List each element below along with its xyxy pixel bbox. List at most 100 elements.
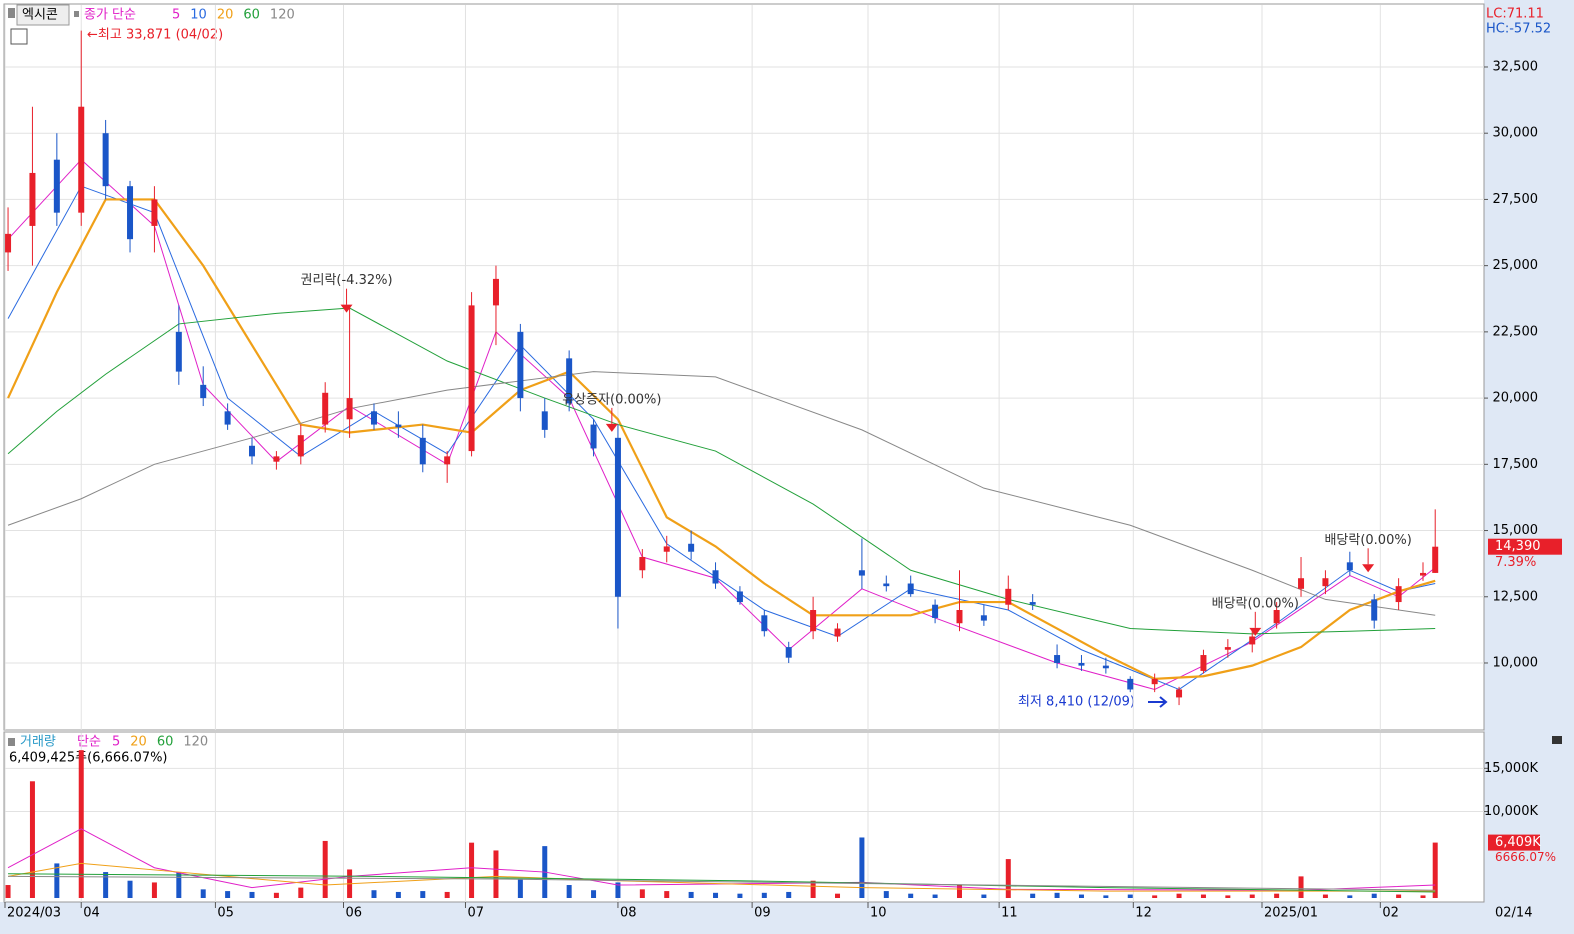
volume-bar — [1200, 894, 1206, 898]
candle-body — [785, 647, 792, 658]
legend-entry: 5 — [112, 735, 120, 750]
volume-bar — [298, 887, 304, 898]
candle-body — [1200, 655, 1207, 671]
candle-body — [834, 628, 841, 637]
volume-bar — [688, 891, 694, 898]
volume-bar — [1152, 895, 1158, 898]
candle-body — [468, 305, 475, 452]
candle-body — [249, 445, 256, 457]
volume-bar — [1396, 894, 1402, 898]
volume-bar — [835, 893, 841, 898]
volume-bar — [1432, 842, 1438, 898]
volume-change-label: 6666.07% — [1495, 850, 1556, 864]
ma-line — [7, 198, 1436, 680]
annotation-arrow — [1362, 564, 1375, 573]
volume-bar — [1371, 893, 1377, 898]
last-date: 02/14 — [1495, 906, 1532, 921]
x-axis-bg — [0, 902, 1574, 934]
volume-bar — [29, 781, 35, 898]
y-tick-label: 27,500 — [1493, 192, 1539, 207]
candle-body — [444, 456, 451, 465]
volume-ma-label: 단순 — [77, 735, 101, 750]
x-tick-label: 07 — [467, 906, 484, 921]
candle-body — [273, 456, 280, 462]
volume-bar — [151, 882, 157, 898]
ma-line — [7, 307, 1436, 635]
annotation-label: 유상증자(0.00%) — [562, 392, 661, 407]
candle-body — [614, 437, 621, 597]
high-label: ←최고 33,871 (04/02) — [87, 28, 223, 43]
volume-bar — [1078, 894, 1084, 898]
x-tick-label: 04 — [83, 906, 100, 921]
volume-bar — [1176, 893, 1182, 898]
volume-bar — [1005, 859, 1011, 898]
volume-title: 거래량 — [20, 735, 56, 750]
candle-body — [1078, 662, 1085, 666]
candle-body — [224, 411, 231, 425]
y-tick-label: 12,500 — [1493, 589, 1539, 604]
right-axis-bg — [1484, 0, 1574, 934]
annotation-arrow — [605, 423, 618, 432]
x-tick-label: 2024/03 — [7, 906, 61, 921]
candle-body — [1005, 588, 1012, 605]
stock-title: 엑시콘 — [22, 8, 58, 23]
x-tick-label: 02 — [1382, 906, 1399, 921]
candle-body — [297, 435, 304, 457]
volume-bar — [225, 891, 231, 898]
volume-bar — [249, 891, 255, 898]
x-tick-label: 2025/01 — [1264, 906, 1318, 921]
candle-body — [712, 570, 719, 584]
candle-body — [151, 199, 158, 226]
candle-body — [688, 543, 695, 552]
volume-bar — [200, 889, 206, 898]
x-tick-label: 05 — [217, 906, 234, 921]
candle-body — [980, 615, 987, 621]
x-tick-label: 09 — [754, 906, 771, 921]
current-price-label: 14,390 — [1495, 539, 1541, 554]
candle-body — [883, 583, 890, 587]
current-price-box — [1488, 538, 1562, 555]
low-arrow — [1148, 696, 1168, 708]
candle-body — [5, 233, 12, 253]
volume-bar — [1322, 894, 1328, 898]
ma-line — [7, 828, 1436, 891]
ma-line — [7, 862, 1436, 892]
candle-body — [956, 610, 963, 624]
candle-body — [1249, 636, 1256, 645]
candle-body — [492, 278, 499, 306]
volume-bar — [786, 891, 792, 898]
volume-bar — [1103, 895, 1109, 898]
candle-body — [1395, 586, 1402, 603]
y-tick-label: 20,000 — [1493, 391, 1539, 406]
x-tick-label: 06 — [345, 906, 362, 921]
candle-body — [78, 106, 85, 213]
ma-label: 종가 단순 — [84, 8, 136, 23]
volume-bar — [1127, 894, 1133, 898]
y-tick-label: 32,500 — [1493, 59, 1539, 74]
icon[interactable] — [8, 8, 15, 18]
y-tick-label: 10,000 — [1493, 655, 1539, 670]
y-tick-label: 25,000 — [1493, 258, 1539, 273]
volume-bar — [5, 885, 11, 898]
y-tick-label: 30,000 — [1493, 126, 1539, 141]
grid-icon[interactable] — [10, 28, 28, 45]
annotation-arrow — [340, 304, 353, 313]
volume-bar — [639, 889, 645, 898]
x-tick-label: 08 — [620, 906, 637, 921]
legend-entry: 5 — [172, 8, 180, 23]
candle-body — [1054, 655, 1061, 663]
volume-bar — [444, 891, 450, 898]
title-box[interactable] — [16, 4, 70, 26]
ma-line — [8, 875, 1436, 891]
volume-bar — [1274, 893, 1280, 898]
annotation-label: 권리락(-4.32%) — [301, 273, 393, 288]
candle-body — [858, 570, 865, 576]
candle-body — [395, 424, 402, 428]
volume-bar — [1030, 893, 1036, 898]
candle-body — [907, 583, 914, 595]
candle-body — [1102, 665, 1109, 669]
close-icon[interactable] — [1552, 736, 1562, 744]
x-tick-label: 12 — [1135, 906, 1152, 921]
